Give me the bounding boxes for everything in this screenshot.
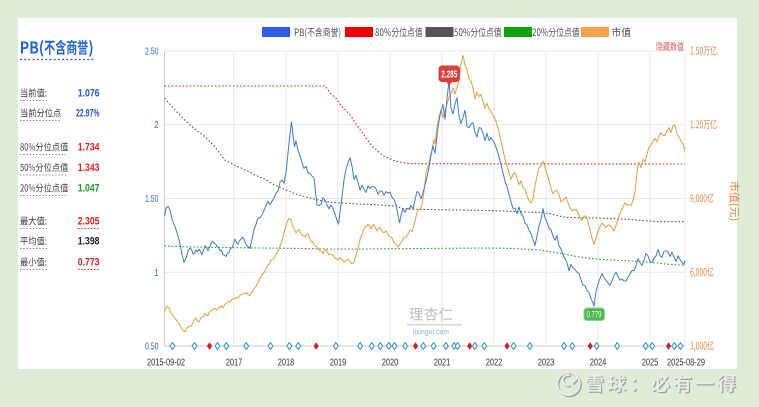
svg-text:1.343: 1.343 (78, 162, 100, 174)
svg-text:1: 1 (154, 267, 158, 279)
svg-text:2: 2 (154, 119, 158, 131)
svg-text:1.047: 1.047 (78, 183, 100, 195)
svg-text:1.398: 1.398 (78, 236, 100, 248)
svg-text:2.50: 2.50 (145, 46, 159, 58)
svg-text:2021: 2021 (434, 357, 451, 369)
svg-text:lixinger.com: lixinger.com (413, 327, 449, 337)
svg-text:2019: 2019 (330, 357, 347, 369)
svg-text:2.305: 2.305 (78, 216, 100, 228)
svg-text:0.50: 0.50 (145, 341, 159, 353)
svg-text:22.97%: 22.97% (76, 108, 100, 120)
svg-text:2.285: 2.285 (441, 70, 457, 81)
svg-text:2024: 2024 (590, 357, 607, 369)
svg-text:2023: 2023 (538, 357, 555, 369)
svg-text:2025: 2025 (642, 357, 659, 369)
svg-text:0.773: 0.773 (78, 257, 100, 269)
svg-text:1.076: 1.076 (78, 88, 100, 100)
svg-text:2020: 2020 (382, 357, 399, 369)
svg-text:2022: 2022 (486, 357, 503, 369)
svg-text:2018: 2018 (278, 357, 295, 369)
svg-text:1.734: 1.734 (78, 142, 100, 154)
svg-text:2025-08-29: 2025-08-29 (667, 357, 705, 369)
svg-text:1.50: 1.50 (145, 193, 159, 205)
svg-text:2017: 2017 (226, 357, 243, 369)
svg-text:2015-09-02: 2015-09-02 (147, 357, 185, 369)
svg-text:0.779: 0.779 (587, 310, 602, 321)
